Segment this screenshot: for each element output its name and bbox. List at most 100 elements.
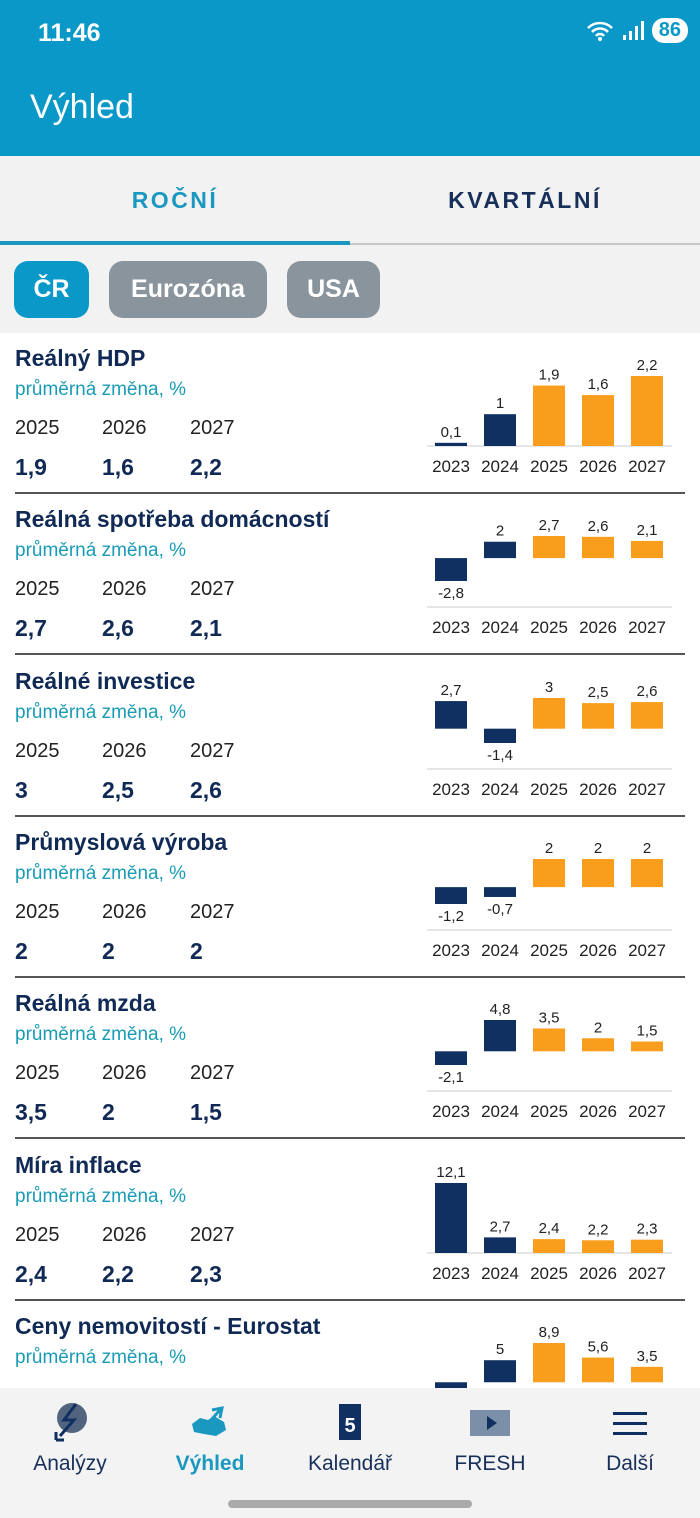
divider	[15, 975, 685, 978]
chart-bar	[582, 1239, 614, 1253]
indicator-chart: 0,1 2023 1 2024 1,9 2025 1,6 2026 2,2 2027	[427, 357, 672, 476]
bar-value-label: 2,7	[490, 1218, 511, 1235]
battery-level: 86	[651, 18, 688, 43]
chart-bar	[435, 887, 467, 904]
divider	[15, 814, 685, 817]
forecast-year: 2027	[190, 417, 235, 439]
forecast-value: 3	[15, 776, 28, 803]
year-tick-label: 2026	[579, 618, 617, 637]
forecast-year: 2026	[102, 417, 147, 439]
forecast-year: 2025	[15, 417, 60, 439]
bar-value-label: -1,2	[438, 908, 464, 925]
forecast-value: 2,3	[190, 1260, 222, 1287]
chart-bar	[631, 541, 663, 559]
year-tick-label: 2025	[530, 780, 568, 799]
forecast-value: 3,5	[15, 1099, 47, 1126]
bar-value-label: 1	[496, 395, 504, 412]
chart-bar	[484, 414, 516, 446]
forecast-value: 1,9	[15, 454, 47, 480]
outlook-icon	[192, 1406, 226, 1436]
forecast-value: 2,6	[102, 615, 134, 642]
chart-bar	[582, 537, 614, 559]
year-tick-label: 2026	[579, 941, 617, 960]
year-tick-label: 2025	[530, 618, 568, 637]
indicator-chart: -2,1 2023 4,8 2024 3,5 2025 2 2026 1,5 2027	[427, 1001, 672, 1121]
bar-value-label: 2	[594, 1019, 602, 1036]
chip-eurozone[interactable]: Eurozóna	[109, 261, 267, 318]
chart-bar	[484, 1360, 516, 1383]
chip-cr[interactable]: ČR	[14, 261, 89, 318]
bar-value-label: 1,9	[539, 367, 560, 384]
bar-value-label: 2,2	[588, 1221, 609, 1238]
chart-bar	[435, 558, 467, 582]
region-chips: ČR Eurozóna USA	[0, 245, 700, 333]
forecast-year: 2025	[15, 739, 60, 762]
forecast-value: 2,2	[102, 1260, 134, 1287]
bar-value-label: 2,5	[588, 684, 609, 701]
chart-bar	[582, 395, 614, 446]
chart-bar	[484, 728, 516, 743]
indicator-subtitle: průměrná změna, %	[15, 1185, 187, 1207]
bar-value-label: 3,5	[539, 1010, 560, 1027]
year-tick-label: 2024	[481, 780, 519, 799]
forecast-year: 2027	[190, 1062, 235, 1085]
indicator-card[interactable]: -2,8 2023 2 2024 2,7 2025 2,6 2026 2,1 2027 Reáln…	[0, 494, 700, 656]
indicator-title: Míra inflace	[15, 1151, 142, 1178]
chart-bar	[533, 1238, 565, 1253]
chart-bar	[435, 700, 467, 729]
chart-bar	[631, 376, 663, 446]
forecast-year: 2027	[190, 578, 235, 601]
forecast-value: 1,6	[102, 454, 134, 480]
nav-fresh[interactable]: FRESH	[420, 1388, 560, 1488]
chart-bar	[484, 542, 516, 559]
indicator-card[interactable]: 0,1 2023 1 2024 1,9 2025 1,6 2026 2,2 2027 Reálný…	[0, 333, 700, 494]
bottom-nav: Analýzy Výhled 5 Kalendář FRESH Další	[0, 1388, 700, 1518]
page-title: Výhled	[30, 88, 134, 126]
indicator-card[interactable]: -2,1 2023 4,8 2024 3,5 2025 2 2026 1,5 2027 Reáln…	[0, 978, 700, 1140]
nav-label: Analýzy	[33, 1452, 107, 1475]
forecast-year: 2025	[15, 1223, 60, 1246]
chart-bar	[435, 1182, 467, 1253]
chart-bar	[484, 887, 516, 897]
forecast-value: 2,5	[102, 776, 134, 803]
year-tick-label: 2023	[432, 1102, 470, 1121]
tab-quarterly[interactable]: KVARTÁLNÍ	[448, 187, 602, 213]
year-tick-label: 2023	[432, 1264, 470, 1283]
year-tick-label: 2027	[628, 1102, 666, 1121]
menu-icon	[613, 1412, 647, 1435]
forecast-year: 2027	[190, 1223, 235, 1246]
year-tick-label: 2024	[481, 618, 519, 637]
indicator-card[interactable]: 12,1 2023 2,7 2024 2,4 2025 2,2 2026 2,3 2027 Mír…	[0, 1140, 700, 1301]
wifi-icon	[586, 21, 613, 41]
nav-outlook[interactable]: Výhled	[140, 1388, 280, 1488]
indicator-card[interactable]: -1,2 2023 -0,7 2024 2 2025 2 2026 2 2027 Průmyslo…	[0, 817, 700, 978]
divider	[15, 653, 685, 656]
tab-annual[interactable]: ROČNÍ	[131, 187, 219, 213]
indicator-card[interactable]: 2,7 2023 -1,4 2024 3 2025 2,5 2026 2,6 2027 Reáln…	[0, 656, 700, 817]
chart-bar	[631, 701, 663, 729]
tab-indicator	[0, 241, 350, 245]
calendar-icon: 5	[339, 1404, 361, 1440]
indicator-title: Průmyslová výroba	[15, 828, 228, 855]
nav-calendar[interactable]: 5 Kalendář	[280, 1388, 420, 1488]
forecast-year: 2025	[15, 1062, 60, 1085]
nav-label: Kalendář	[307, 1452, 393, 1475]
year-tick-label: 2025	[530, 1102, 568, 1121]
indicator-chart: -2,8 2023 2 2024 2,7 2025 2,6 2026 2,1 2027	[427, 517, 672, 637]
indicator-subtitle: průměrná změna, %	[15, 1346, 187, 1368]
bar-value-label: 2,2	[637, 357, 658, 374]
nav-analyses[interactable]: Analýzy	[0, 1388, 140, 1488]
bar-value-label: 8,9	[539, 1324, 560, 1341]
nav-more[interactable]: Další	[560, 1388, 700, 1488]
forecast-value: 2	[102, 1099, 115, 1126]
bar-value-label: 1,5	[637, 1023, 658, 1040]
chip-usa[interactable]: USA	[287, 261, 380, 318]
chart-bar	[484, 1020, 516, 1052]
bar-value-label: 1,6	[588, 376, 609, 393]
indicator-subtitle: průměrná změna, %	[15, 1024, 187, 1046]
indicator-title: Reálné investice	[15, 667, 196, 694]
bar-value-label: 2	[545, 840, 553, 857]
chart-bar	[435, 1382, 467, 1388]
year-tick-label: 2027	[628, 618, 666, 637]
forecast-year: 2027	[190, 900, 235, 923]
